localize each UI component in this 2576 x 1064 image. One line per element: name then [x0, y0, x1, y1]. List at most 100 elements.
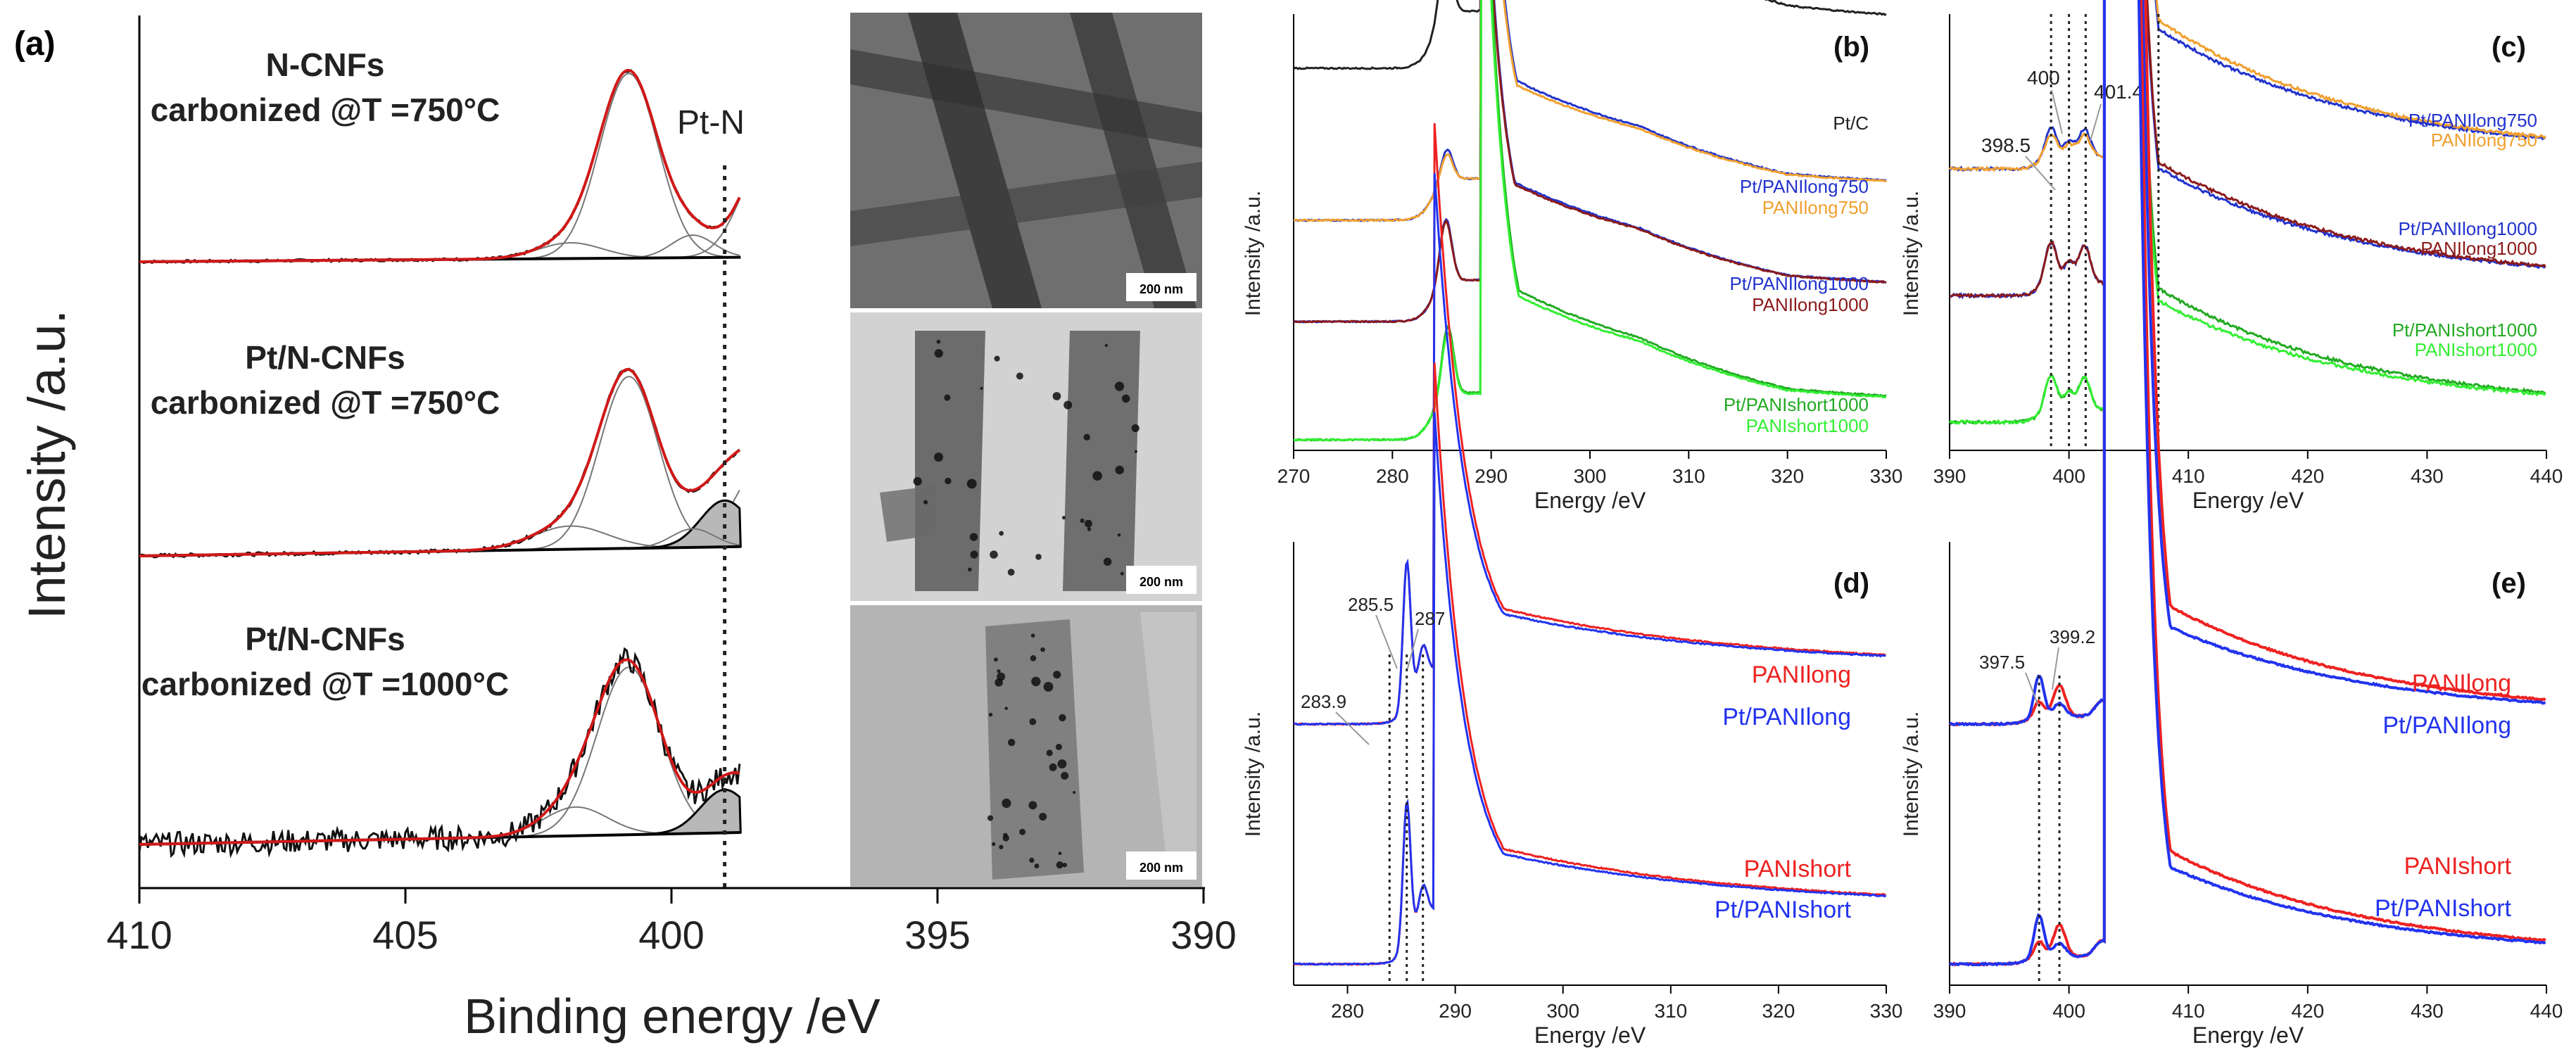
tem-particle: [1059, 714, 1066, 722]
tem-particle: [997, 672, 1006, 681]
xtick-label: 420: [2291, 1000, 2324, 1022]
series-label: PANIshort: [2404, 853, 2512, 880]
xlabel-b: Energy /eV: [1534, 488, 1646, 513]
series-label: Pt/PANIlong: [1722, 704, 1851, 730]
tem-particle: [1055, 743, 1062, 750]
vlines-d: [1388, 654, 1425, 985]
spectrum-pt-panilong750: [1948, 0, 2546, 172]
series-label: PANIshort1000: [1746, 415, 1869, 436]
annotations-e: 397.5 399.2: [1979, 626, 2095, 704]
spectrum-pt-panishort: [1293, 412, 1887, 966]
panel-a-xps: (a) Intensity /a.u. Binding energy /eV 4…: [14, 13, 1237, 1044]
spectrum-panilong1000: [1949, 0, 2546, 299]
xticks-d: 280 290 300 310 320 330: [1331, 985, 1902, 1022]
ylabel-a: Intensity /a.u.: [18, 310, 76, 619]
tem-fiber: [1063, 331, 1140, 591]
annotation-287: 287: [1415, 608, 1445, 629]
spectrum-panilong1000: [1293, 0, 1887, 324]
tem-particle: [1049, 763, 1057, 771]
xtick-label: 320: [1762, 1000, 1795, 1022]
tem-particle: [1002, 798, 1011, 809]
tem-particle: [934, 452, 944, 462]
spectrum-pt-panilong: [1293, 172, 1886, 726]
panel-label-b: (b): [1833, 32, 1869, 63]
xtick-label: 280: [1331, 1000, 1364, 1022]
xtick-label: 330: [1870, 465, 1903, 487]
tem-particle: [1007, 738, 1016, 747]
tem-particle: [1002, 835, 1009, 842]
annotation-leader: [2025, 156, 2056, 191]
series-label: Pt/PANIshort: [1715, 897, 1852, 923]
tem-particle: [1073, 791, 1076, 794]
tem-particle: [1029, 718, 1037, 726]
component-peak: [139, 199, 740, 262]
annotations-c: 398.5 400 401.4: [1981, 67, 2143, 191]
panel-label-a: (a): [14, 25, 56, 63]
xtick-label: 270: [1277, 465, 1311, 487]
panel-label-e: (e): [2492, 568, 2526, 599]
legend-e: PANIlong Pt/PANIlong PANIshort Pt/PANIsh…: [2375, 670, 2512, 922]
series-label: PANIlong: [2412, 670, 2511, 697]
annotation-397-5: 397.5: [1979, 652, 2025, 673]
tem-particle: [1131, 424, 1139, 433]
xtick-label: 410: [106, 913, 172, 957]
tem-image-2: [850, 312, 1202, 601]
tem-scale-label: 200 nm: [1139, 575, 1183, 589]
tem-particle: [1061, 516, 1066, 520]
annotation-leader: [1335, 711, 1370, 745]
annotation-leader: [1407, 628, 1419, 669]
tem-particle: [1030, 633, 1035, 638]
tem-particle: [1057, 759, 1067, 769]
panel-d-nexafs-c: Intensity /a.u. Energy /eV (d) 280 290 300…: [1242, 123, 1902, 1048]
panel-e-nexafs-n: Intensity /a.u. Energy /eV (e) 390 400 410…: [1900, 0, 2563, 1048]
xtick-label: 320: [1771, 465, 1804, 487]
xticks-c: 390 400 410 420 430 440: [1933, 450, 2563, 487]
panel-label-c: (c): [2492, 32, 2526, 63]
ylabel-d: Intensity /a.u.: [1242, 711, 1265, 837]
tem-particle: [1061, 771, 1069, 780]
tem-particle: [969, 533, 978, 541]
tem-particle: [936, 339, 941, 344]
tem-scalebar-bg: [1126, 566, 1197, 594]
tem-particle: [992, 842, 996, 847]
sample-label-3-line1: Pt/N-CNFs: [245, 621, 405, 657]
curves-b: [1293, 0, 1887, 442]
series-label: PANIlong1000: [1752, 294, 1869, 315]
series-label: Pt/PANIlong: [2382, 712, 2511, 739]
spectrum-panilong750: [1948, 0, 2546, 172]
tem-particle: [1019, 828, 1026, 835]
series-label: PANIlong: [1752, 661, 1851, 688]
annotation-399-2: 399.2: [2050, 626, 2095, 647]
tem-particle: [1007, 569, 1015, 576]
tem-particle: [990, 550, 998, 559]
sample-label-2-line2: carbonized @T =750°C: [151, 384, 500, 421]
tem-particle: [1039, 813, 1047, 821]
xtick-label: 410: [2172, 1000, 2205, 1022]
xtick-label: 330: [1870, 1000, 1903, 1022]
xtick-label: 280: [1376, 465, 1409, 487]
series-label: Pt/PANIlong1000: [2398, 218, 2537, 239]
xtick-label: 430: [2411, 1000, 2444, 1022]
tem-images: 200 nm 200 nm 200 nm: [850, 13, 1202, 887]
spectrum-panishort1000: [1293, 0, 1886, 442]
xtick-label: 390: [1933, 465, 1966, 487]
sample-label-1-line1: N-CNFs: [266, 46, 385, 83]
tem-particle: [1092, 471, 1102, 481]
xps-fit-envelope: [139, 658, 740, 846]
xtick-label: 390: [1933, 1000, 1966, 1022]
series-label: Pt/C: [1833, 113, 1869, 134]
series-label: PANIlong750: [1762, 197, 1869, 218]
tem-fiber: [880, 486, 936, 542]
annotation-285-5: 285.5: [1348, 594, 1394, 615]
tem-particle: [944, 394, 951, 401]
annotation-leader: [2090, 103, 2102, 141]
tem-particle: [966, 479, 977, 489]
spectrum-panishort1000: [1949, 0, 2546, 426]
panel-label-d: (d): [1833, 568, 1869, 599]
series-label: Pt/PANIlong750: [2408, 110, 2537, 131]
tem-particle: [1052, 392, 1061, 400]
xtick-label: 440: [2530, 1000, 2563, 1022]
tem-particle: [987, 815, 994, 821]
series-label: Pt/PANIshort: [2375, 895, 2512, 922]
annotation-leader: [1375, 614, 1398, 669]
